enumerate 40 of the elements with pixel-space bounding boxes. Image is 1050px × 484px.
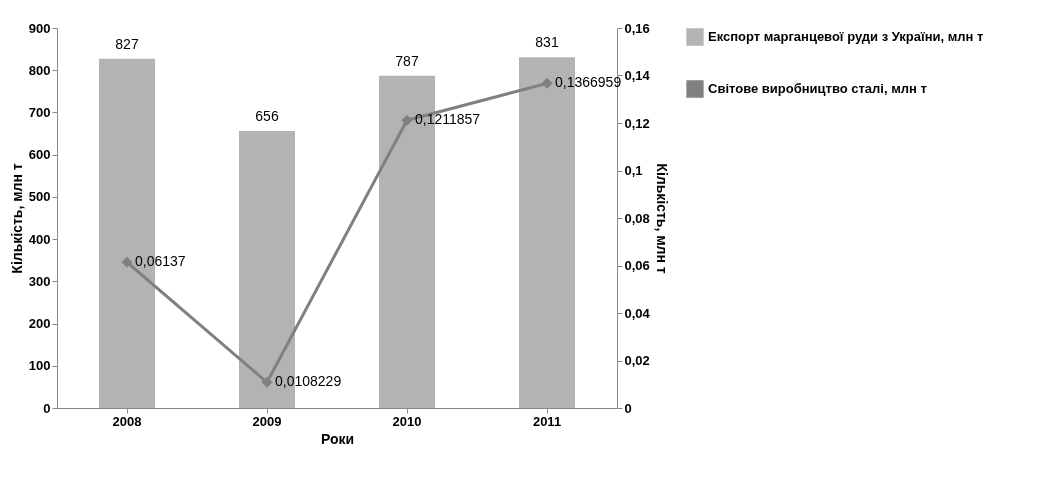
y-tick-label: 200: [28, 316, 51, 332]
y2-tick-label: 0,06: [624, 258, 650, 273]
data-label: 827: [115, 35, 139, 52]
point: [261, 376, 273, 388]
data-label: 0,1211857: [415, 111, 481, 128]
data-label: 0,1366959: [555, 74, 622, 91]
point: [401, 114, 413, 126]
x-tick-label: 2009: [252, 413, 282, 429]
y2-axis-title: Кількість, млн т: [653, 163, 670, 274]
y-tick-label: 300: [28, 273, 51, 289]
y2-tick-label: 0,08: [624, 210, 650, 226]
y-tick-label: 600: [28, 147, 51, 163]
legend-label: Світове виробництво сталі, млн т: [708, 81, 927, 96]
y-tick-label: 0: [43, 400, 51, 416]
data-label: 787: [395, 52, 419, 69]
y2-tick-label: 0,02: [624, 353, 650, 368]
x-tick-label: 2008: [112, 413, 142, 429]
y2-tick-label: 0,16: [624, 20, 650, 36]
point: [121, 256, 133, 268]
x-tick-label: 2011: [532, 413, 562, 429]
y2-tick-label: 0,14: [624, 68, 651, 83]
y2-tick-label: 0: [624, 400, 632, 416]
y2-tick-label: 0,1: [624, 163, 643, 178]
x-tick-label: 2010: [392, 413, 422, 429]
y-tick-label: 900: [28, 20, 51, 36]
legend-label: Експорт марганцевої руди з України, млн т: [708, 29, 984, 44]
y-axis-title: Кількість, млн т: [8, 163, 25, 274]
y-tick-label: 700: [28, 104, 51, 120]
data-label: 0,06137: [135, 253, 186, 270]
y2-tick-label: 0,12: [624, 115, 650, 131]
data-label: 0,0108229: [275, 373, 342, 390]
x-axis-title: Роки: [320, 430, 355, 447]
data-label: 656: [255, 108, 279, 125]
y2-tick-label: 0,04: [624, 305, 651, 321]
point: [541, 77, 553, 89]
y-tick-label: 500: [28, 189, 51, 205]
y-tick-label: 100: [28, 358, 51, 374]
y-tick-label: 800: [28, 62, 51, 78]
data-label: 831: [535, 34, 559, 51]
y-tick-label: 400: [28, 231, 51, 247]
